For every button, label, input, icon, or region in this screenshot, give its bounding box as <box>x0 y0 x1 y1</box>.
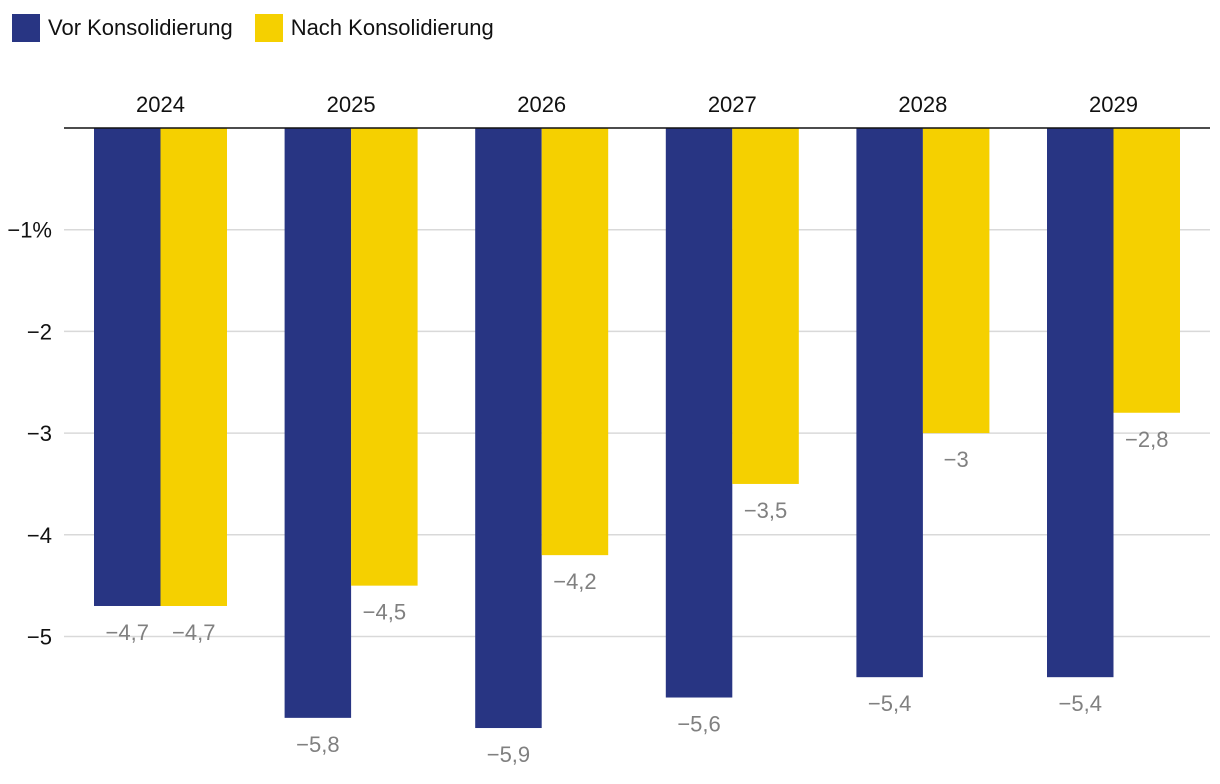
category-label-2029: 2029 <box>1089 92 1138 117</box>
bar-nach-2029 <box>1113 128 1180 413</box>
value-label-nach-2026: −4,2 <box>553 569 596 594</box>
category-label-2028: 2028 <box>898 92 947 117</box>
value-label-nach-2027: −3,5 <box>744 498 787 523</box>
value-label-nach-2029: −2,8 <box>1125 427 1168 452</box>
legend-swatch-nach <box>254 14 283 42</box>
legend-item-vor: Vor Konsolidierung <box>12 14 233 42</box>
y-tick-label-2: −3 <box>27 421 52 446</box>
category-label-2027: 2027 <box>708 92 757 117</box>
bar-vor-2027 <box>665 128 733 698</box>
legend-label-vor: Vor Konsolidierung <box>48 15 233 40</box>
category-label-2026: 2026 <box>517 92 566 117</box>
legend: Vor Konsolidierung Nach Konsolidierung <box>12 14 494 42</box>
value-label-nach-2024: −4,7 <box>172 620 215 645</box>
bar-vor-2029 <box>1047 128 1114 678</box>
value-label-nach-2025: −4,5 <box>363 600 406 625</box>
bar-nach-2027 <box>732 128 799 484</box>
value-label-nach-2028: −3 <box>944 447 969 472</box>
y-tick-label-0: −1% <box>7 218 52 243</box>
legend-label-nach: Nach Konsolidierung <box>290 15 494 40</box>
bar-nach-2024 <box>160 128 227 606</box>
bar-nach-2028 <box>922 128 990 434</box>
value-label-vor-2024: −4,7 <box>106 620 149 645</box>
category-label-2024: 2024 <box>136 92 185 117</box>
bar-vor-2028 <box>856 128 923 678</box>
value-label-vor-2026: −5,9 <box>487 742 530 767</box>
category-label-2025: 2025 <box>327 92 376 117</box>
legend-swatch-vor <box>12 14 40 42</box>
y-tick-label-4: −5 <box>27 625 52 650</box>
bar-vor-2024 <box>94 128 161 606</box>
legend-item-nach: Nach Konsolidierung <box>254 14 494 42</box>
value-label-vor-2029: −5,4 <box>1059 691 1102 716</box>
bar-vor-2026 <box>475 128 542 729</box>
bar-nach-2026 <box>541 128 609 556</box>
y-tick-label-1: −2 <box>27 319 52 344</box>
bar-nach-2025 <box>351 128 418 586</box>
y-tick-label-3: −4 <box>27 523 52 548</box>
value-label-vor-2025: −5,8 <box>296 732 339 757</box>
value-label-vor-2027: −5,6 <box>677 712 720 737</box>
value-label-vor-2028: −5,4 <box>868 691 911 716</box>
bar-vor-2025 <box>284 128 352 718</box>
